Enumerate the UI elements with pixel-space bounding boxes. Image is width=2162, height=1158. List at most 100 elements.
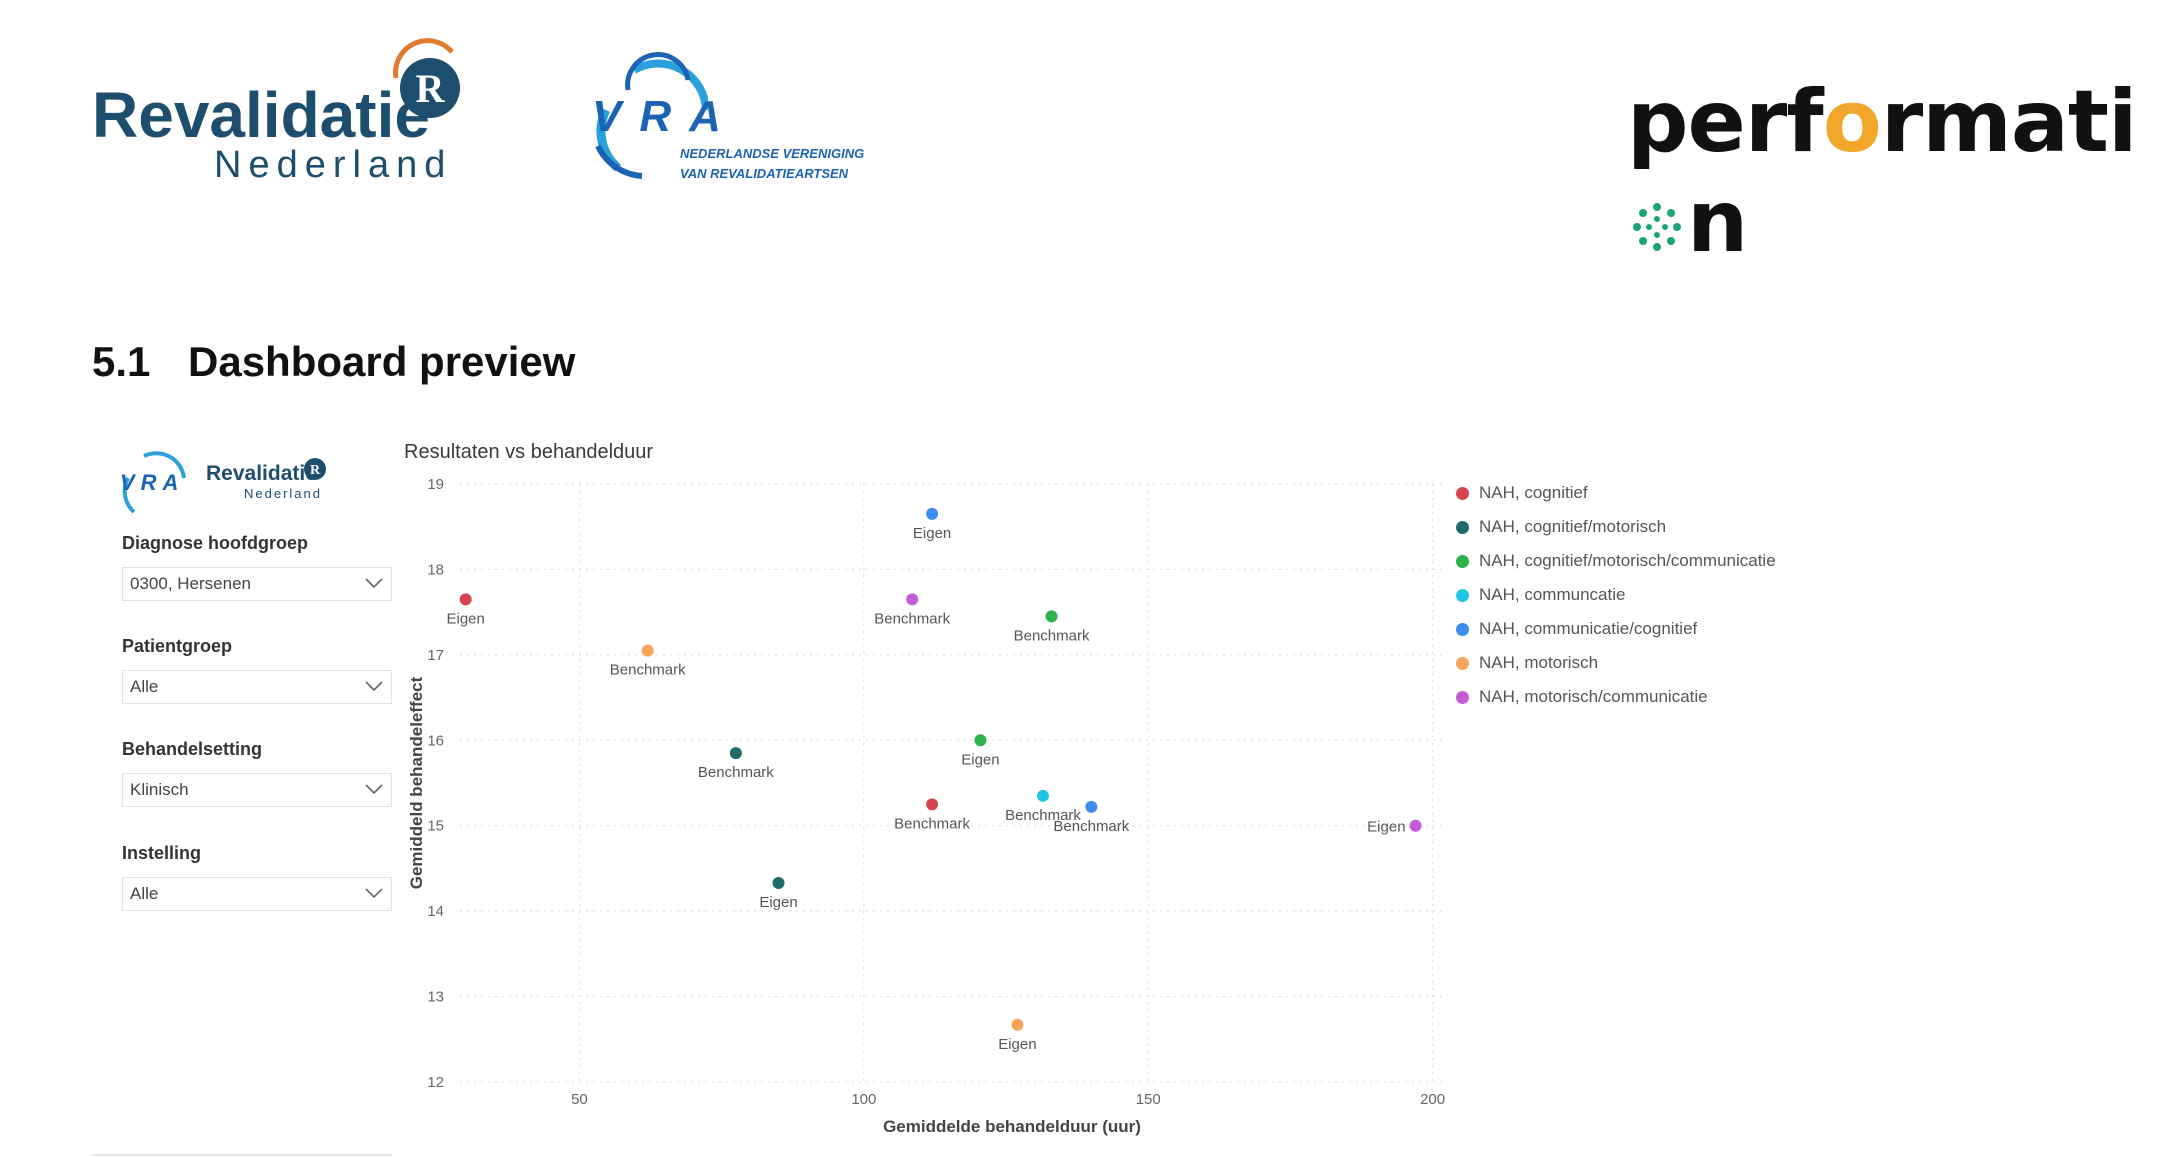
section-heading: 5.1 Dashboard preview xyxy=(92,338,575,386)
data-point xyxy=(729,747,742,760)
data-label: Eigen xyxy=(913,525,951,542)
slicer-label: Behandelsetting xyxy=(122,739,263,759)
data-point xyxy=(1037,789,1050,802)
data-point xyxy=(1011,1018,1024,1031)
dropdown-value: Alle xyxy=(130,884,159,903)
mini-revalidatie-badge-icon: R xyxy=(304,458,326,480)
legend-label: NAH, communcatie xyxy=(1479,585,1626,604)
data-label: Eigen xyxy=(998,1036,1036,1053)
slicer-label: Instelling xyxy=(122,843,202,863)
data-label: Benchmark xyxy=(698,764,774,781)
legend-item[interactable]: NAH, cognitief/motorisch xyxy=(1456,510,1776,544)
revalidatie-badge-icon: R xyxy=(393,38,460,118)
legend-marker xyxy=(1456,486,1469,500)
data-point xyxy=(926,798,939,811)
vra-tagline-2: VAN REVALIDATIEARTSEN xyxy=(680,166,849,181)
y-tick-label: 12 xyxy=(427,1074,444,1091)
dropdown-value: 0300, Hersenen xyxy=(130,574,251,593)
data-point xyxy=(459,593,472,606)
vra-tagline-1: NEDERLANDSE VERENIGING xyxy=(680,146,865,161)
data-label: Eigen xyxy=(961,751,999,768)
legend-marker xyxy=(1456,520,1469,534)
y-axis-title: Gemiddeld behandeleffect xyxy=(407,676,426,889)
legend-marker xyxy=(1456,690,1469,704)
mini-revalidatie: Revalidatie xyxy=(206,462,317,485)
vra-swirl-icon xyxy=(595,52,708,179)
dropdown-instelling[interactable]: Alle xyxy=(122,877,392,911)
data-label: Benchmark xyxy=(874,610,950,627)
legend-label: NAH, motorisch/communicatie xyxy=(1479,687,1708,706)
data-label: Benchmark xyxy=(1005,807,1081,824)
mini-vra-swirl-icon xyxy=(122,451,186,514)
scatter-chart: 12 13 14 15 16 17 18 19 50 100 150 200 Gemiddelde be… xyxy=(407,476,1445,1136)
data-label: Eigen xyxy=(1367,819,1405,836)
x-tick-label: 50 xyxy=(571,1091,588,1108)
legend-item[interactable]: NAH, motorisch xyxy=(1456,646,1776,680)
x-tick-label: 100 xyxy=(851,1091,876,1108)
chart-legend: NAH, cognitief NAH, cognitief/motorisch NA… xyxy=(1456,476,1776,714)
mini-vra-letters: VRA xyxy=(120,470,185,495)
x-axis-title: Gemiddelde behandelduur (uur) xyxy=(883,1117,1141,1136)
dropdown-diagnose-hoofdgroep[interactable]: 0300, Hersenen xyxy=(122,567,392,601)
slicer-patientgroep: Patientgroep Alle xyxy=(122,636,392,704)
y-tick-label: 15 xyxy=(427,818,444,835)
legend-item[interactable]: NAH, communicatie/cognitief xyxy=(1456,612,1776,646)
perf-text-o: o xyxy=(1822,72,1882,172)
data-label: Benchmark xyxy=(894,815,970,832)
svg-text:R: R xyxy=(310,463,321,478)
slicer-label: Diagnose hoofdgroep xyxy=(122,533,308,553)
mini-nederland: Nederland xyxy=(244,486,322,501)
slicer-diagnose-hoofdgroep: Diagnose hoofdgroep 0300, Hersenen xyxy=(122,533,392,601)
logo-text-revalidatie: Revalidatie xyxy=(92,79,430,151)
perf-text-3: n xyxy=(1687,172,1748,272)
section-title: Dashboard preview xyxy=(188,338,576,385)
data-label: Benchmark xyxy=(610,662,686,679)
legend-marker xyxy=(1456,554,1469,568)
revalidatie-nederland-logo: Revalidatie Nederland R xyxy=(92,38,492,188)
y-tick-label: 17 xyxy=(427,647,444,664)
legend-item[interactable]: NAH, cognitief xyxy=(1456,476,1776,510)
chevron-down-icon xyxy=(365,784,383,795)
slicer-instelling: Instelling Alle xyxy=(122,843,392,911)
legend-marker xyxy=(1456,588,1469,602)
data-label: Eigen xyxy=(447,610,485,627)
vra-logo: VRA NEDERLANDSE VERENIGING VAN REVALIDAT… xyxy=(588,50,864,190)
dropdown-value: Alle xyxy=(130,677,159,696)
x-tick-label: 200 xyxy=(1420,1091,1445,1108)
slicer-label: Patientgroep xyxy=(122,636,233,656)
y-tick-label: 19 xyxy=(427,476,444,493)
perf-text-2: rmati xyxy=(1880,72,2138,172)
performation-logo: performati n xyxy=(1627,72,2162,272)
legend-item[interactable]: NAH, communcatie xyxy=(1456,578,1776,612)
data-point xyxy=(641,644,654,657)
vra-letters: VRA xyxy=(592,92,739,141)
dashboard-logo: VRA Revalidatie Nederland R xyxy=(120,448,330,518)
chevron-down-icon xyxy=(365,578,383,589)
y-tick-label: 13 xyxy=(427,989,444,1006)
data-label: Benchmark xyxy=(1053,818,1129,835)
slicer-behandelsetting: Behandelsetting Klinisch xyxy=(122,739,392,807)
legend-marker xyxy=(1456,656,1469,670)
legend-label: NAH, cognitief/motorisch/communicatie xyxy=(1479,551,1776,570)
data-point xyxy=(926,507,939,520)
data-point xyxy=(1085,800,1098,813)
legend-label: NAH, communicatie/cognitief xyxy=(1479,619,1698,638)
y-tick-label: 16 xyxy=(427,732,444,749)
data-point xyxy=(772,876,785,889)
legend-label: NAH, cognitief/motorisch xyxy=(1479,517,1667,536)
legend-item[interactable]: NAH, motorisch/communicatie xyxy=(1456,680,1776,714)
y-tick-label: 18 xyxy=(427,561,444,578)
chart-title: Resultaten vs behandelduur xyxy=(404,441,654,463)
legend-item[interactable]: NAH, cognitief/motorisch/communicatie xyxy=(1456,544,1776,578)
data-point xyxy=(906,593,919,606)
legend-label: NAH, cognitief xyxy=(1479,483,1588,502)
dropdown-patientgroep[interactable]: Alle xyxy=(122,670,392,704)
data-point xyxy=(1045,610,1058,623)
data-label: Eigen xyxy=(759,894,797,911)
legend-marker xyxy=(1456,622,1469,636)
divider xyxy=(92,1154,392,1156)
data-point xyxy=(1409,819,1422,832)
svg-text:R: R xyxy=(416,66,446,111)
data-point xyxy=(974,734,987,747)
dropdown-behandelsetting[interactable]: Klinisch xyxy=(122,773,392,807)
